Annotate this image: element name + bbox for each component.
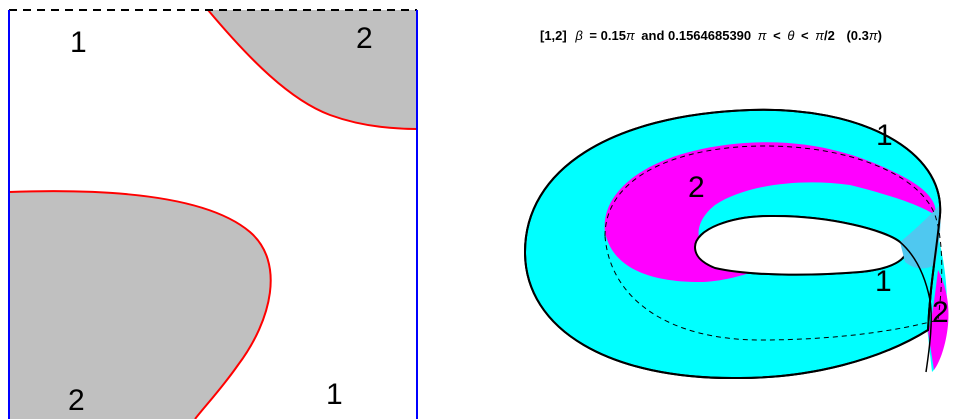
title-theta: θ [787,28,794,43]
title-lt-2: < [801,28,809,43]
label-bottom-left: 2 [68,384,85,417]
boundary-curve-bottom [8,190,272,419]
title-over-2: /2 [824,28,835,43]
magenta-twist-sliver [928,270,949,370]
title-lt-1: < [773,28,781,43]
strip-diagram: 1 2 2 1 [8,9,418,419]
mobius-view: [1,2] β = 0.15π and 0.1564685390 π < θ <… [523,28,949,380]
title-prefix: [1,2] [540,28,567,43]
title-pi-1: π [626,28,635,43]
title-and: and 0.1564685390 [641,28,751,43]
title-paren-close: ) [878,28,882,43]
title-pi-4: π [869,28,878,43]
title-paren-open: (0.3 [846,28,868,43]
region-2-magenta [604,142,936,282]
title-beta-rhs: = 0.15 [589,28,626,43]
shaded-region-top-right [208,10,417,129]
title-pi-2: π [758,28,767,43]
label-bottom-right: 1 [326,378,343,411]
label-top-right: 2 [356,22,373,55]
boundary-curve-top [207,9,418,130]
mobius-title: [1,2] β = 0.15π and 0.1564685390 π < θ <… [540,28,882,43]
label-edge-right: 2 [932,296,949,329]
outer-edge [523,108,942,380]
title-beta: β [574,28,583,43]
twist-edge-line [899,241,932,373]
shaded-region-bottom-left [9,191,271,419]
title-pi-3: π [815,28,824,43]
label-top-left: 1 [70,26,87,59]
label-region-2: 2 [688,171,705,204]
label-band-top: 1 [876,119,893,152]
label-band-right: 1 [875,265,892,298]
